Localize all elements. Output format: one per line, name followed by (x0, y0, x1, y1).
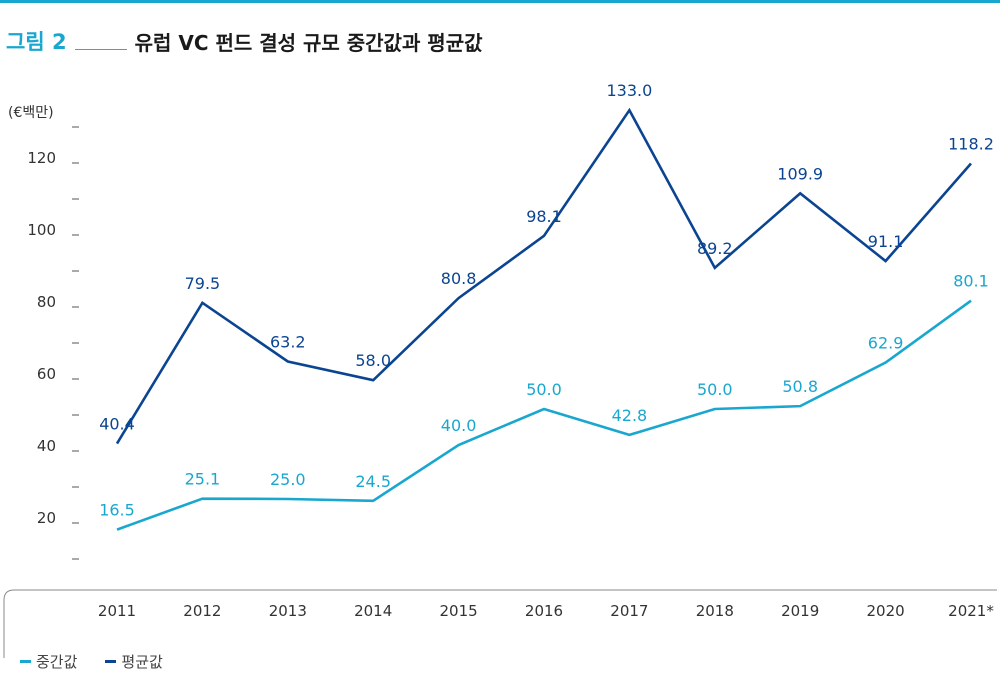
data-label-median-2013: 25.0 (270, 470, 306, 489)
x-tick-label-2017: 2017 (610, 602, 648, 620)
data-label-median-2011: 16.5 (99, 501, 135, 520)
figure-title-divider (74, 49, 127, 50)
y-tick-label-100: 100 (27, 221, 56, 239)
data-label-mean-2011: 40.4 (99, 415, 135, 434)
data-label-mean-2019: 109.9 (777, 164, 823, 183)
legend-item-median: 중간값 (20, 651, 77, 672)
data-label-median-2016: 50.0 (526, 380, 562, 399)
x-tick-label-2012: 2012 (183, 602, 221, 620)
figure-number: 그림 2 (6, 30, 67, 54)
figure-header: 그림 2 유럽 VC 펀드 결성 규모 중간값과 평균값 (6, 22, 483, 56)
y-axis-unit-label: (€백만) (8, 105, 54, 121)
data-label-mean-2016: 98.1 (526, 207, 562, 226)
data-label-mean-2014: 58.0 (355, 351, 391, 370)
top-accent-rule (0, 0, 1000, 3)
y-tick-label-40: 40 (37, 437, 56, 455)
data-label-median-2019: 50.8 (782, 377, 818, 396)
data-label-mean-2018: 89.2 (697, 239, 733, 258)
x-tick-label-2020: 2020 (867, 602, 905, 620)
legend-label-median: 중간값 (36, 652, 78, 671)
data-label-median-2012: 25.1 (185, 470, 221, 489)
x-tick-label-2015: 2015 (440, 602, 478, 620)
series-line-mean (115, 107, 972, 445)
x-tick-label-2018: 2018 (696, 602, 734, 620)
data-label-mean-2017: 133.0 (606, 81, 652, 100)
y-axis: 20 40 60 80 100 120 (27, 126, 79, 560)
data-label-mean-2013: 63.2 (270, 332, 306, 351)
y-tick-label-120: 120 (27, 149, 56, 167)
data-label-mean-2021: 118.2 (948, 134, 994, 153)
data-label-mean-2020: 91.1 (868, 232, 904, 251)
x-tick-label-2013: 2013 (269, 602, 307, 620)
legend-swatch-mean (105, 659, 117, 663)
x-axis: 2011 2012 2013 2014 2015 2016 2017 2018 2019 2020… (98, 602, 994, 620)
legend-label-mean: 평균값 (121, 652, 163, 671)
x-axis-frame (3, 589, 997, 658)
series-group: 16.5 25.1 25.0 24.5 40.0 50.0 42.8 50.0 50.8 62.9… (99, 81, 994, 531)
series-line-median (116, 299, 972, 531)
data-label-median-2018: 50.0 (697, 380, 733, 399)
chart-legend: 중간값 평균값 (20, 650, 191, 672)
data-label-median-2014: 24.5 (355, 472, 391, 491)
data-label-median-2020: 62.9 (868, 334, 904, 353)
data-label-mean-2015: 80.8 (441, 269, 477, 288)
x-tick-label-2011: 2011 (98, 602, 136, 620)
data-label-median-2021: 80.1 (953, 272, 989, 291)
data-label-median-2017: 42.8 (612, 406, 648, 425)
x-tick-label-2019: 2019 (781, 602, 819, 620)
legend-item-mean: 평균값 (105, 651, 163, 672)
x-tick-label-2014: 2014 (354, 602, 392, 620)
y-tick-label-60: 60 (37, 365, 56, 383)
y-tick-label-20: 20 (37, 509, 56, 527)
figure-title: 유럽 VC 펀드 결성 규모 중간값과 평균값 (134, 31, 483, 55)
data-label-mean-2012: 79.5 (185, 274, 221, 293)
data-label-median-2015: 40.0 (441, 416, 477, 435)
legend-swatch-median (20, 659, 31, 663)
x-tick-label-2016: 2016 (525, 602, 563, 620)
y-tick-label-80: 80 (37, 293, 56, 311)
x-tick-label-2021: 2021* (948, 602, 994, 620)
